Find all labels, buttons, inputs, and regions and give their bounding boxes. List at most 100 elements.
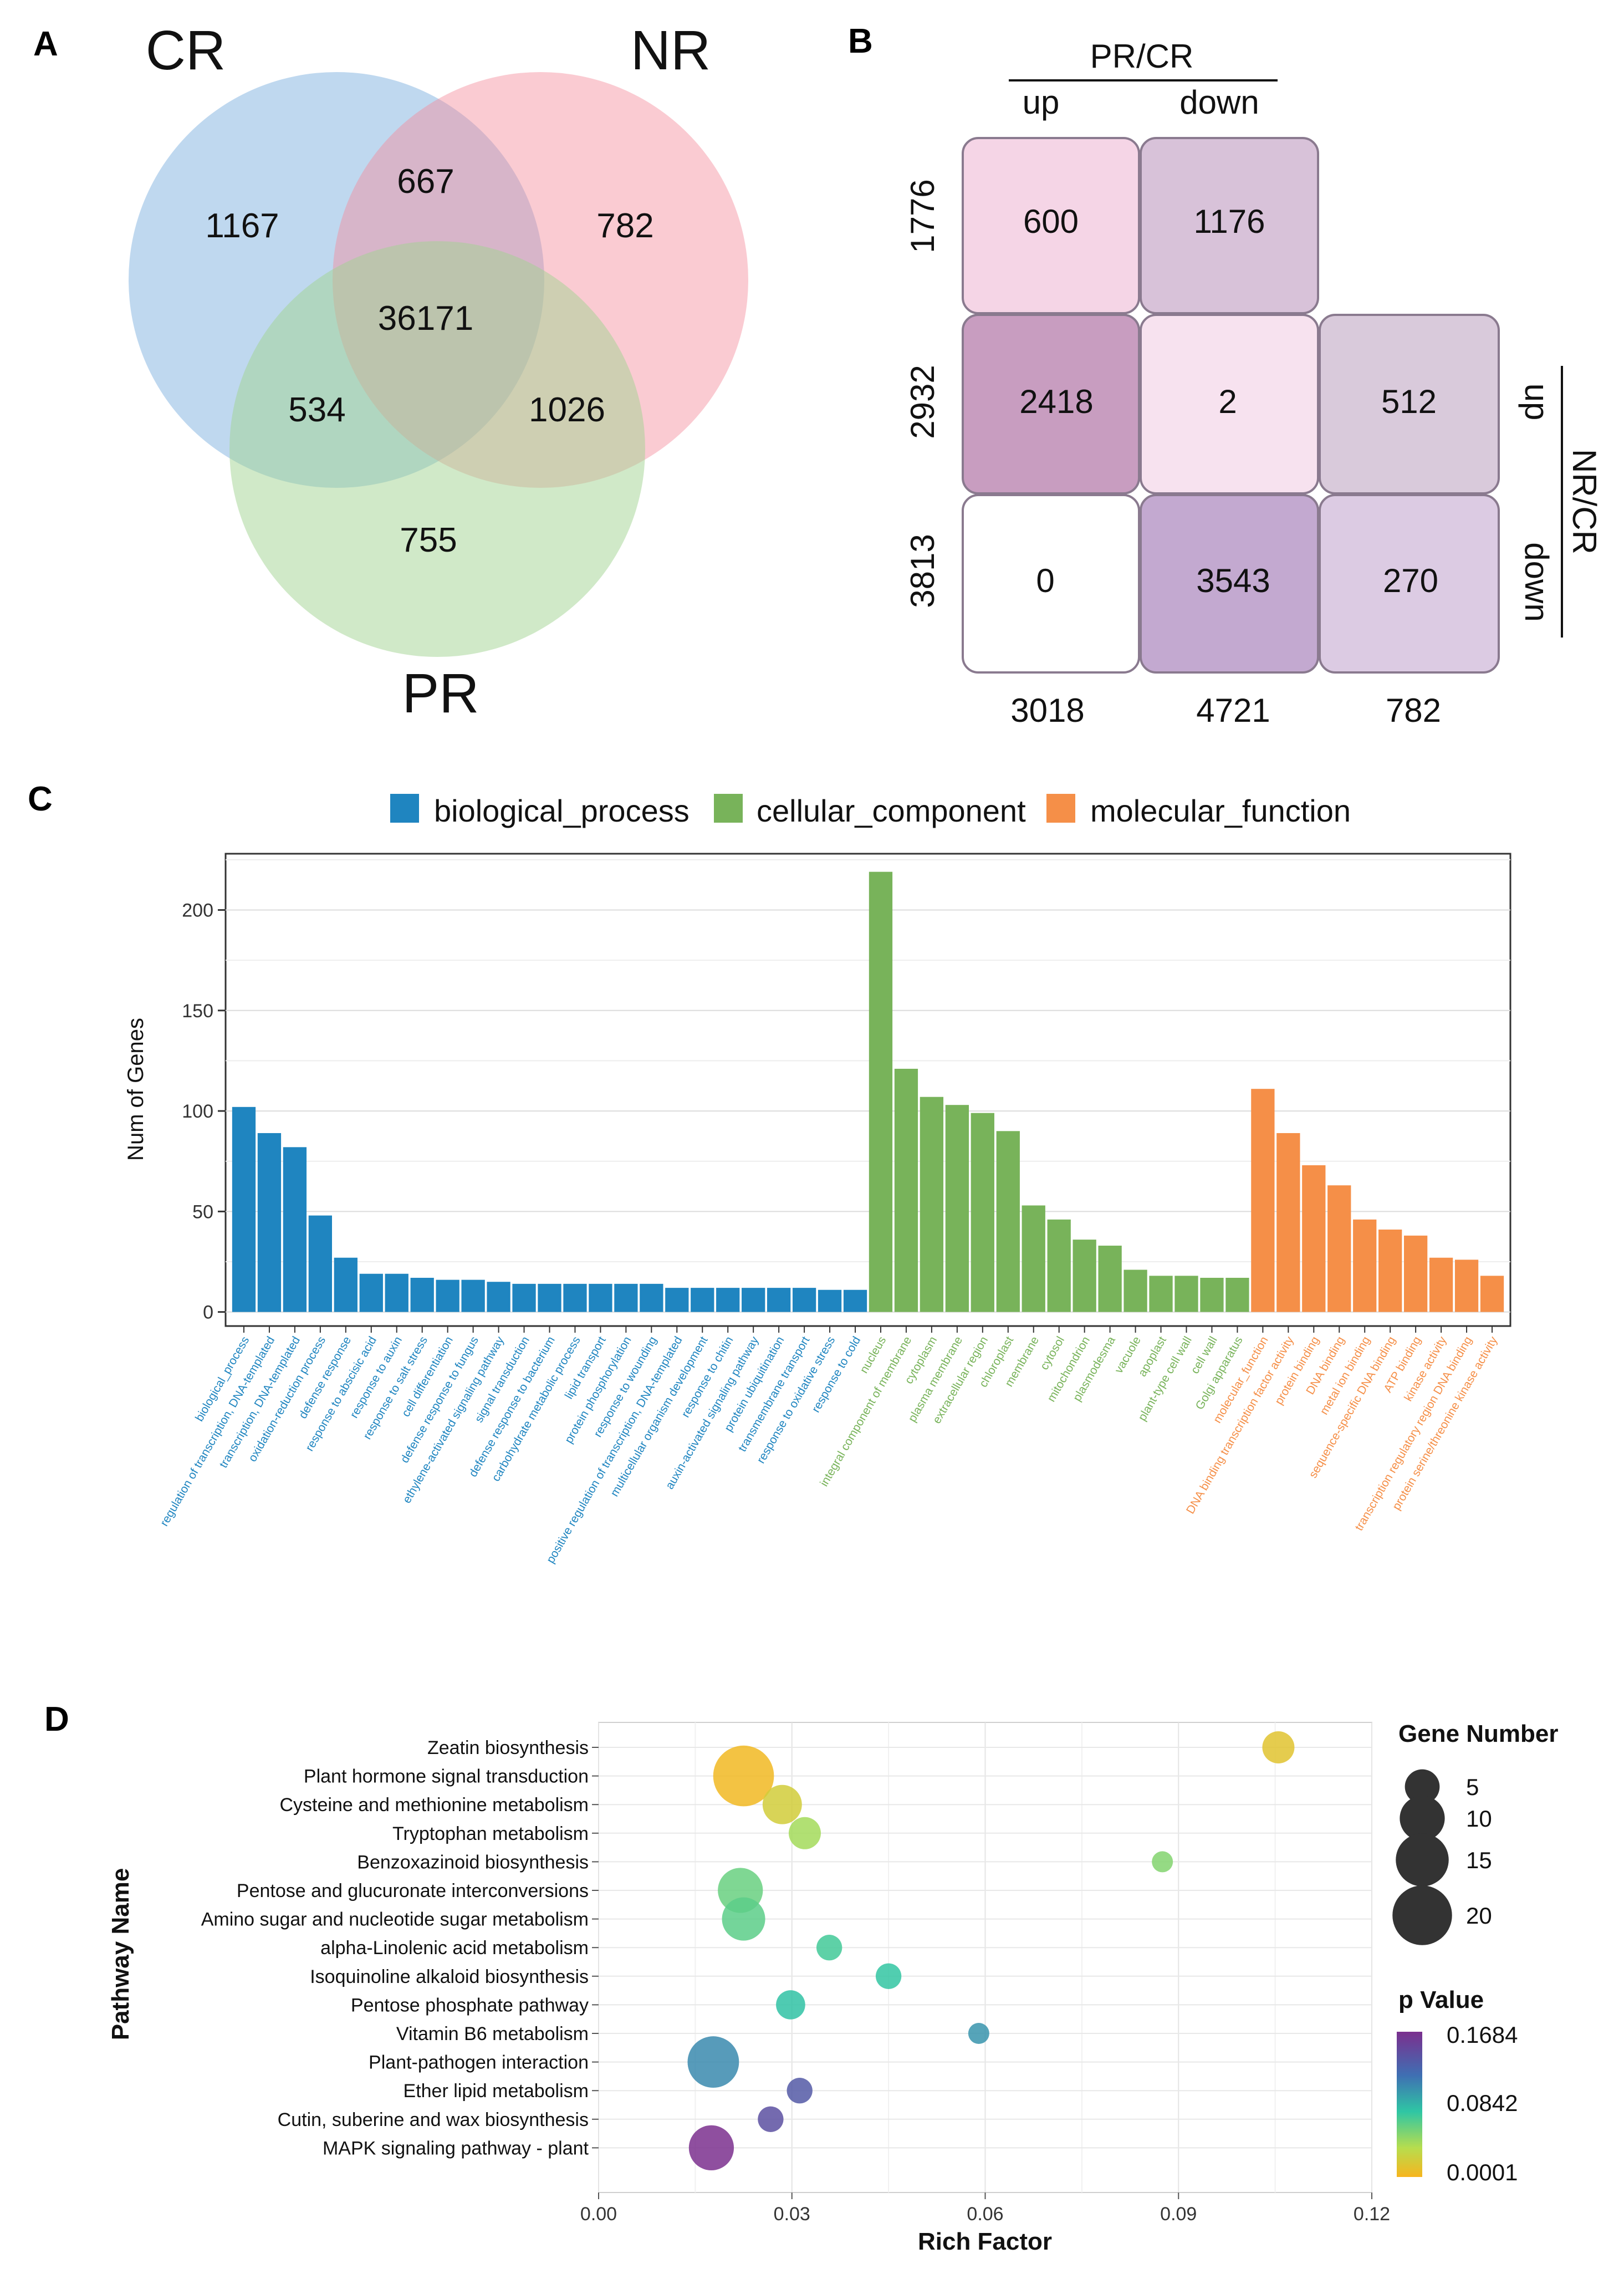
pathway-label: MAPK signaling pathway - plant xyxy=(323,2138,589,2159)
gridlines-d xyxy=(598,1722,1372,2193)
color-legend-mid: 0.0842 xyxy=(1447,2090,1518,2116)
bar xyxy=(1429,1257,1453,1312)
y-tick-label: 200 xyxy=(182,900,213,921)
x-tick-label: 0.03 xyxy=(774,2204,810,2225)
legend-label-mf: molecular_function xyxy=(1090,793,1351,828)
legend-label-bp: biological_process xyxy=(434,793,690,828)
row-total-1: 1776 xyxy=(904,179,941,253)
col-total-3: 782 xyxy=(1386,692,1441,729)
bar xyxy=(257,1133,282,1312)
y-axis-title-c: Num of Genes xyxy=(124,1018,148,1161)
venn-circle-pr xyxy=(229,241,645,657)
cell-value: 270 xyxy=(1383,562,1438,599)
col-label-down: down xyxy=(1179,84,1259,121)
pathway-label: Zeatin biosynthesis xyxy=(427,1737,589,1758)
size-legend-label: 5 xyxy=(1466,1774,1479,1800)
bar xyxy=(1225,1277,1249,1312)
pathway-label: Benzoxazinoid biosynthesis xyxy=(357,1852,589,1873)
pathway-point xyxy=(968,2023,989,2044)
venn-count-nr-pr: 1026 xyxy=(529,391,605,429)
size-legend-label: 20 xyxy=(1466,1903,1492,1929)
bar xyxy=(385,1273,408,1312)
cell-r0-c1: 1176 xyxy=(1140,137,1319,314)
legend-swatch-bp xyxy=(390,794,419,823)
bar xyxy=(461,1279,485,1312)
bar xyxy=(1098,1245,1122,1312)
size-legend-circle xyxy=(1405,1769,1440,1804)
y-axis-c: 0 50 100 150 200 xyxy=(182,900,226,1323)
cell-r1-c1: 2 xyxy=(1140,314,1319,494)
pathway-label: Cysteine and methionine metabolism xyxy=(279,1794,589,1816)
cell-r1-c0: 2418 xyxy=(962,314,1140,494)
y-tick-label: 50 xyxy=(192,1201,213,1222)
bar xyxy=(308,1215,333,1312)
col-total-1: 3018 xyxy=(1010,692,1084,729)
panel-b: B PR/CR up down 600 1176 2418 2 512 0 xyxy=(848,22,1603,729)
bar xyxy=(945,1105,969,1312)
bar xyxy=(334,1257,358,1312)
legend-swatch-mf xyxy=(1046,794,1075,823)
venn-label-cr: CR xyxy=(146,19,226,81)
bar xyxy=(1454,1260,1479,1312)
x-axis-d: 0.00 0.03 0.06 0.09 0.12 xyxy=(580,2193,1390,2225)
bar xyxy=(996,1131,1020,1312)
bar xyxy=(894,1068,918,1312)
x-tick-label: 0.12 xyxy=(1354,2204,1390,2225)
bar xyxy=(283,1147,307,1312)
bar xyxy=(1123,1269,1147,1312)
cell-value: 3543 xyxy=(1196,562,1270,599)
cell-r2-c1: 3543 xyxy=(1140,494,1319,674)
pathway-point xyxy=(787,2078,813,2104)
bar xyxy=(1200,1277,1224,1312)
bar xyxy=(589,1283,612,1312)
bar xyxy=(691,1288,714,1312)
color-legend-max: 0.1684 xyxy=(1447,2022,1518,2048)
bar xyxy=(1047,1219,1071,1312)
pathway-label: Cutin, suberine and wax biosynthesis xyxy=(278,2109,589,2130)
pathway-label: Pentose phosphate pathway xyxy=(351,1995,589,2016)
venn-count-nr-only: 782 xyxy=(596,207,653,245)
y-tick-label: 150 xyxy=(182,1001,213,1022)
bar xyxy=(742,1288,765,1312)
pathway-label: Ether lipid metabolism xyxy=(404,2081,589,2102)
size-legend-circle xyxy=(1396,1833,1449,1886)
x-tick-label: 0.00 xyxy=(580,2204,617,2225)
plot-frame-c xyxy=(224,853,1511,1327)
panel-letter-b: B xyxy=(848,22,873,60)
bar xyxy=(716,1288,740,1312)
bar xyxy=(232,1107,256,1312)
row-label-down: down xyxy=(1518,542,1555,621)
pathway-point xyxy=(713,1745,774,1807)
legend-swatch-cc xyxy=(714,794,743,823)
venn-label-pr: PR xyxy=(402,662,479,725)
panel-c: C biological_process cellular_component … xyxy=(28,780,1511,1566)
cell-r2-c0: 0 xyxy=(962,494,1140,674)
panel-a: A CR NR PR 1167 667 782 36171 534 1026 7… xyxy=(33,19,748,725)
color-legend-min: 0.0001 xyxy=(1447,2159,1518,2185)
color-legend-bar xyxy=(1397,2032,1422,2177)
bar xyxy=(1149,1276,1173,1312)
bar xyxy=(614,1283,638,1312)
bar xyxy=(359,1273,383,1312)
bar xyxy=(1378,1229,1402,1312)
bar xyxy=(1276,1133,1300,1312)
bar xyxy=(971,1113,994,1312)
size-legend-label: 10 xyxy=(1466,1806,1492,1832)
bar xyxy=(1174,1276,1198,1312)
bar xyxy=(563,1283,587,1312)
bar xyxy=(1073,1240,1096,1312)
y-tick-label: 0 xyxy=(203,1302,213,1323)
bar xyxy=(818,1289,842,1312)
cell-r0-c0: 600 xyxy=(962,137,1140,314)
panel-d: D Zeatin biosynthesis Plant hormone signa… xyxy=(44,1700,1559,2255)
bar xyxy=(1480,1276,1504,1312)
bar xyxy=(767,1288,791,1312)
row-label-up: up xyxy=(1518,384,1555,421)
bar xyxy=(792,1288,816,1312)
col-label-up: up xyxy=(1023,84,1060,121)
bar xyxy=(487,1282,510,1312)
y-axis-labels-d: Zeatin biosynthesis Plant hormone signal … xyxy=(201,1737,599,2159)
bar xyxy=(843,1289,867,1312)
pathway-point xyxy=(816,1935,842,1961)
pathway-label: Vitamin B6 metabolism xyxy=(396,2023,589,2044)
